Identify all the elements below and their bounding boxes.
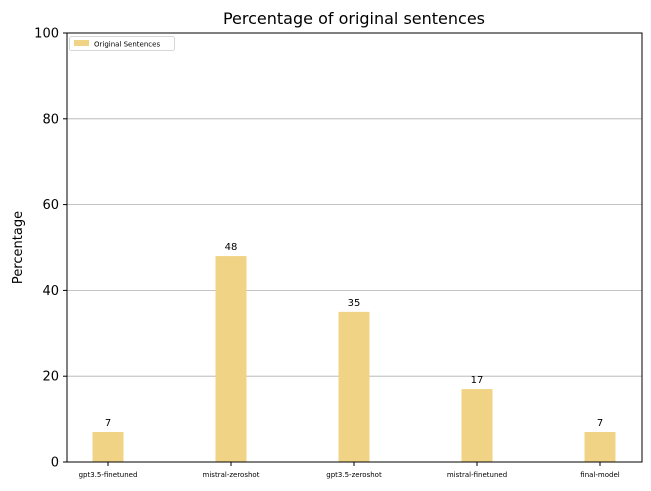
- data-label: 7: [597, 418, 603, 429]
- axes: 0 20 40 60 80 100 gpt3.5-finetuned mistral-zero…: [34, 27, 643, 479]
- data-label: 35: [348, 298, 361, 309]
- bar: [92, 431, 124, 462]
- y-tick-label: 80: [42, 112, 59, 127]
- bars: [92, 256, 616, 462]
- bar: [215, 256, 247, 462]
- data-label: 48: [225, 242, 238, 253]
- x-tick-label: mistral-finetuned: [447, 471, 507, 479]
- legend: Original Sentences: [69, 36, 175, 51]
- y-axis-label: Percentage: [11, 211, 26, 284]
- data-labels: 7 48 35 17 7: [105, 242, 603, 429]
- bar: [461, 389, 493, 462]
- y-tick-label: 40: [42, 284, 59, 299]
- x-tick-label: gpt3.5-finetuned: [79, 471, 138, 479]
- y-tick-label: 100: [34, 27, 59, 42]
- x-tick-label: final-model: [580, 471, 619, 479]
- legend-label: Original Sentences: [94, 41, 160, 49]
- y-tick-label: 60: [42, 198, 59, 213]
- y-tick-label: 0: [51, 456, 59, 471]
- x-tick-label: mistral-zeroshot: [203, 471, 260, 479]
- legend-box: [69, 36, 175, 51]
- x-tick-label: gpt3.5-zeroshot: [326, 471, 382, 479]
- y-tick-label: 20: [42, 370, 59, 385]
- chart-title: Percentage of original sentences: [223, 9, 485, 28]
- data-label: 17: [471, 375, 484, 386]
- legend-swatch: [74, 40, 89, 46]
- data-label: 7: [105, 418, 111, 429]
- bar: [584, 431, 616, 462]
- bar: [338, 311, 370, 462]
